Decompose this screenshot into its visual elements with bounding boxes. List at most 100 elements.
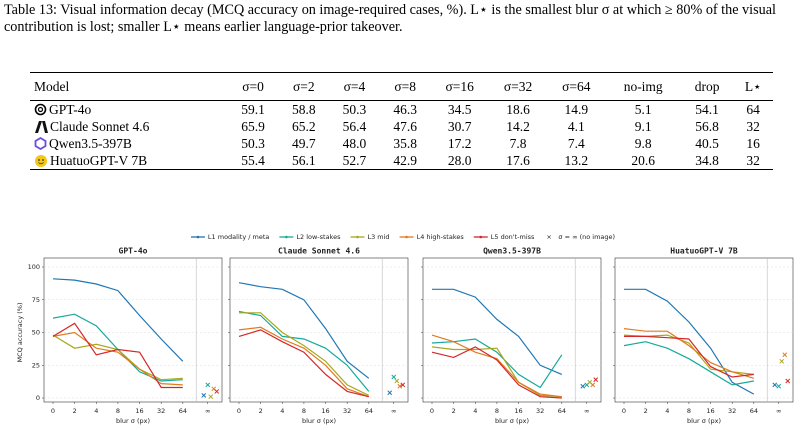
table-cell: 52.7 [329, 152, 380, 170]
model-label: HuatuoGPT-V 7B [50, 152, 148, 168]
x-tick-label: 8 [687, 407, 691, 415]
table-cell: 56.4 [329, 118, 380, 135]
no-image-marker [397, 383, 403, 389]
no-image-marker [400, 382, 406, 388]
x-tick-label: 64 [365, 407, 373, 415]
table-cell: 56.1 [278, 152, 329, 170]
legend-dot [196, 235, 200, 239]
cell-value: 4.1 [567, 118, 585, 134]
model-name: Qwen3.5-397B [30, 135, 228, 152]
table-cell: 7.4 [547, 135, 605, 152]
y-tick-label: 25 [32, 361, 40, 369]
table-cell: 50.3 [228, 135, 279, 152]
legend-label: L1 modality / meta [208, 233, 269, 241]
column-header: σ=8 [394, 78, 416, 94]
cell-value: 18.6 [506, 101, 530, 117]
cell-value: 48.0 [342, 135, 367, 151]
cell-value: 55.4 [241, 152, 265, 168]
y-tick-label: 100 [28, 263, 40, 271]
table-cell: 34.8 [681, 152, 733, 170]
panel-frame [422, 257, 602, 403]
legend-dot [356, 235, 359, 239]
panel-title: Claude Sonnet 4.6 [278, 247, 360, 256]
column-header: σ=16 [445, 78, 474, 94]
table-cell: 65.2 [278, 118, 329, 135]
series-line [623, 341, 754, 386]
series-line [239, 312, 370, 396]
x-tick-label: 16 [135, 407, 143, 415]
model-label: GPT-4o [49, 101, 92, 117]
table-row: Qwen3.5-397B 50.3 49.7 48.0 35.8 17.2 7.8 7.4 9.… [30, 135, 773, 152]
cell-value: 47.6 [393, 118, 417, 134]
y-tick-label: 0 [36, 394, 40, 402]
x-tick-label: ∞ [391, 407, 396, 415]
cell-value: 32 [746, 118, 760, 134]
x-tick-label: 64 [750, 407, 758, 415]
series-line [238, 326, 370, 398]
x-axis-label: blur σ (px) [116, 417, 150, 425]
x-tick-label: 2 [452, 407, 456, 415]
x-tick-label: 4 [280, 407, 284, 415]
table-cell: 55.4 [228, 152, 279, 170]
x-tick-label: 64 [558, 407, 566, 415]
cell-value: 58.8 [291, 101, 316, 117]
x-axis-label: blur σ (px) [687, 417, 721, 425]
table-cell: 32 [733, 152, 773, 170]
legend-dot [479, 235, 483, 239]
panel-frame [229, 257, 409, 403]
no-image-marker [772, 382, 778, 388]
no-image-marker [782, 352, 788, 358]
cell-value: 46.3 [393, 101, 417, 117]
column-header: σ=4 [343, 78, 366, 94]
x-tick-label: 0 [430, 407, 434, 415]
no-image-marker [593, 377, 599, 383]
cell-value: 40.5 [695, 135, 719, 151]
x-tick-label: ∞ [776, 407, 781, 415]
series-line [623, 328, 754, 379]
legend-label: σ = ∞ (no image) [558, 233, 615, 241]
cell-value: 64 [746, 101, 760, 117]
cell-value: 32 [746, 152, 760, 168]
figure: L1 modality / meta L2 low-stakes L3 mid L4 … [16, 233, 794, 425]
x-tick-label: 2 [644, 407, 648, 415]
table-cell: 42.9 [380, 152, 431, 170]
table-cell: 20.6 [606, 152, 681, 170]
x-tick-label: 16 [706, 407, 714, 415]
column-header: σ=64 [562, 78, 591, 94]
cell-value: 16 [746, 135, 760, 151]
cell-value: 20.6 [631, 152, 655, 168]
panel-frame [43, 257, 223, 403]
x-tick-label: 8 [116, 407, 120, 415]
panel-frame [614, 257, 794, 403]
table-row: GPT-4o 59.1 58.8 50.3 46.3 34.5 18.6 14.9 5.1 54.… [30, 101, 773, 119]
column-header: σ=2 [292, 78, 315, 94]
x-tick-label: 64 [179, 407, 187, 415]
x-tick-label: 32 [157, 407, 165, 415]
no-image-marker [779, 358, 785, 364]
model-name: GPT-4o [30, 101, 228, 119]
cell-value: 13.2 [564, 152, 589, 168]
cell-value: 28.0 [447, 152, 472, 168]
model-name: Claude Sonnet 4.6 [30, 118, 228, 135]
cell-value: 7.8 [509, 135, 527, 151]
x-tick-label: 8 [495, 407, 499, 415]
cell-value: 17.6 [506, 152, 530, 168]
series-line [624, 335, 754, 378]
y-tick-label: 75 [32, 296, 40, 304]
x-tick-label: 0 [237, 407, 241, 415]
table-row: Claude Sonnet 4.6 65.9 65.2 56.4 47.6 30.7 14.… [30, 118, 773, 135]
table-cell: 28.0 [431, 152, 489, 170]
cell-value: 49.7 [291, 135, 316, 151]
table-cell: 16 [733, 135, 773, 152]
series-line [432, 288, 563, 375]
table-cell: 50.3 [329, 101, 380, 119]
table-cell: 65.9 [228, 118, 279, 135]
table-cell: 58.8 [278, 101, 329, 119]
table-cell: 32 [733, 118, 773, 135]
series-line [238, 310, 370, 392]
panel-title: HuatuoGPT-V 7B [670, 247, 738, 256]
x-tick-label: 32 [728, 407, 736, 415]
legend-label: L2 low-stakes [296, 233, 341, 241]
column-header: L⋆ [744, 78, 762, 94]
column-header: Model [34, 78, 70, 94]
